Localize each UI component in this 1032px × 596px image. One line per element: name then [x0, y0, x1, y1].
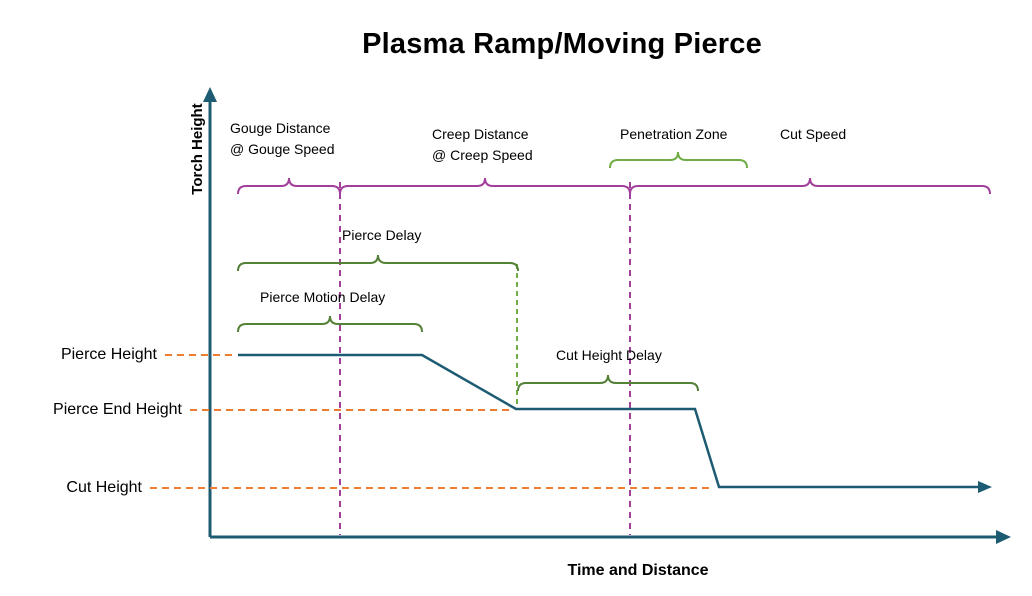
pierce-delay-brace	[237, 254, 519, 272]
pierce-motion-delay-brace	[237, 315, 423, 333]
cut-speed-brace	[629, 177, 991, 195]
y-axis-label: Torch Height	[189, 103, 206, 195]
gouge-distance-brace	[237, 177, 341, 195]
cut-height-delay-brace	[517, 374, 699, 392]
penetration-zone-brace	[609, 151, 748, 169]
cut-height-label: Cut Height	[66, 479, 142, 496]
curve-arrow-icon	[978, 481, 992, 493]
x-axis-label: Time and Distance	[567, 562, 709, 579]
cut-height-delay-label: Cut Height Delay	[556, 347, 662, 363]
cut-speed-label: Cut Speed	[780, 126, 847, 142]
gouge-distance-line1: Gouge Distance	[230, 120, 331, 136]
gouge-distance-label: Gouge Distance @ Gouge Speed	[230, 118, 335, 160]
page-title: Plasma Ramp/Moving Pierce	[362, 28, 762, 60]
torch-height-curve	[238, 353, 980, 489]
x-axis-arrow-icon	[996, 530, 1011, 544]
pierce-end-height-label: Pierce End Height	[53, 401, 182, 418]
creep-distance-label: Creep Distance @ Creep Speed	[432, 124, 533, 166]
creep-distance-line1: Creep Distance	[432, 126, 529, 142]
gouge-distance-line2: @ Gouge Speed	[230, 141, 335, 157]
creep-distance-line2: @ Creep Speed	[432, 147, 533, 163]
pierce-delay-label: Pierce Delay	[342, 227, 422, 243]
pierce-height-label: Pierce Height	[60, 346, 157, 363]
pierce-motion-delay-label: Pierce Motion Delay	[260, 289, 386, 305]
penetration-zone-label: Penetration Zone	[620, 126, 728, 142]
creep-distance-brace	[339, 177, 631, 195]
y-axis-arrow-icon	[203, 87, 217, 102]
